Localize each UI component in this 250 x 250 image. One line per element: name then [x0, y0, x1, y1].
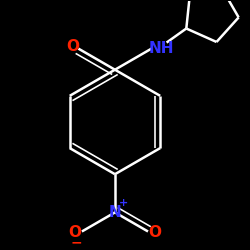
Text: −: − [70, 236, 82, 250]
Text: O: O [148, 225, 162, 240]
Text: N: N [108, 205, 121, 220]
Text: NH: NH [149, 41, 174, 56]
Text: O: O [66, 39, 79, 54]
Text: +: + [119, 198, 128, 208]
Text: O: O [68, 225, 81, 240]
